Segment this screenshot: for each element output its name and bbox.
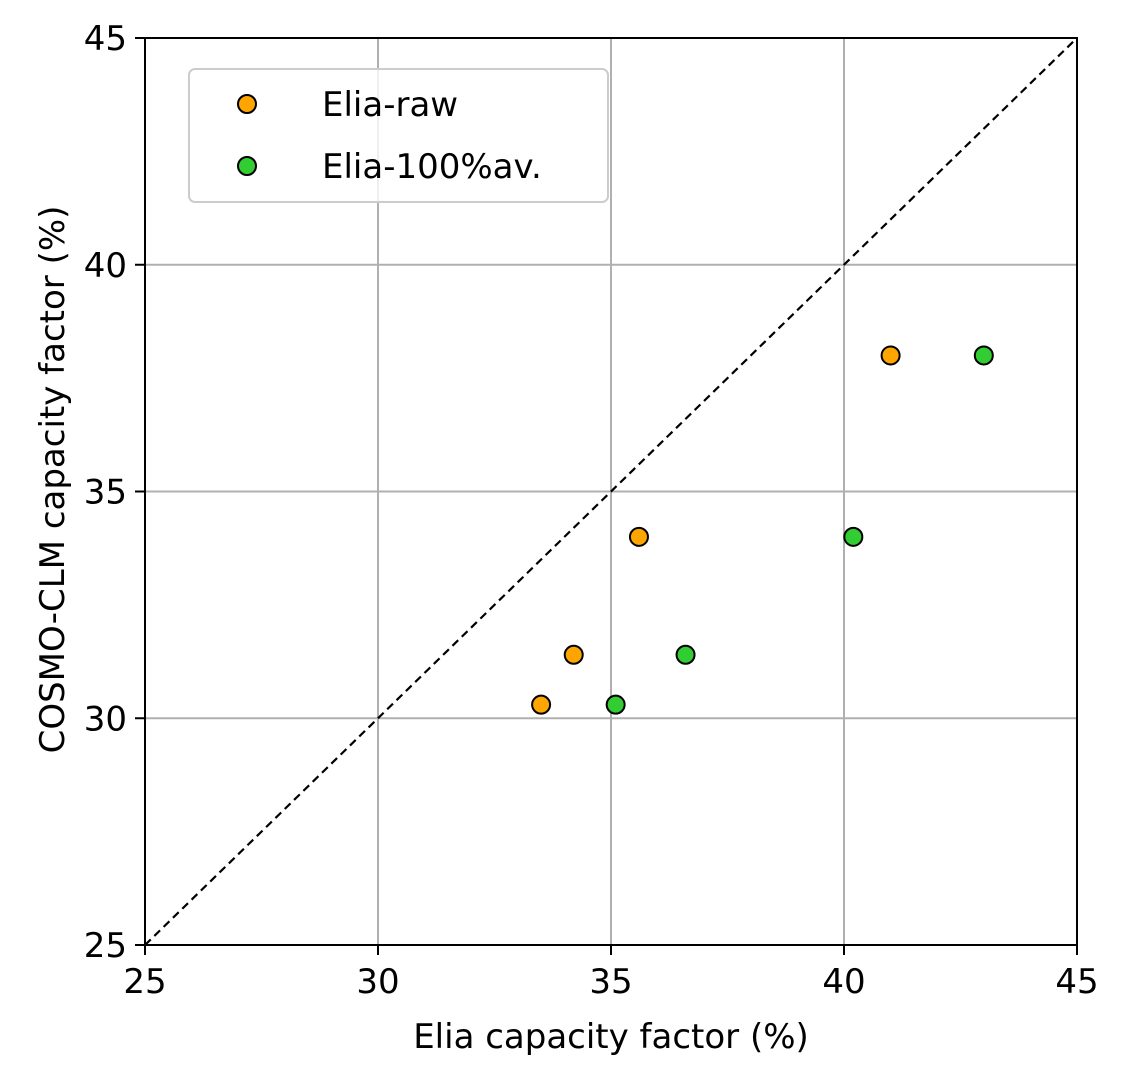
data-point-elia-100-av xyxy=(605,694,626,715)
y-tick-label: 40 xyxy=(84,246,127,286)
data-point-elia-raw xyxy=(563,644,584,665)
diagonal-reference-line xyxy=(144,37,1078,946)
x-tick-label: 30 xyxy=(356,962,399,1002)
data-point-elia-100-av xyxy=(843,526,864,547)
y-tick-label: 45 xyxy=(84,19,127,59)
data-point-elia-raw xyxy=(531,694,552,715)
data-point-elia-100-av xyxy=(675,644,696,665)
data-points xyxy=(531,345,994,715)
data-point-elia-100-av xyxy=(973,345,994,366)
data-point-elia-raw xyxy=(628,526,649,547)
legend-marker-elia-100-av xyxy=(237,156,257,176)
x-tick-label: 25 xyxy=(123,962,166,1002)
legend-marker-elia-raw xyxy=(237,94,257,114)
y-tick-label: 35 xyxy=(84,473,127,513)
legend: Elia-raw Elia-100%av. xyxy=(188,68,609,203)
x-tick-label: 35 xyxy=(589,962,632,1002)
y-axis-label: COSMO-CLM capacity factor (%) xyxy=(33,206,73,754)
axis-ticks: 25 30 35 40 45 25 30 35 40 45 xyxy=(84,19,1099,1002)
data-point-elia-raw xyxy=(880,345,901,366)
x-tick-label: 40 xyxy=(822,962,865,1002)
y-tick-label: 30 xyxy=(84,699,127,739)
legend-box xyxy=(188,68,609,203)
x-axis-label: Elia capacity factor (%) xyxy=(413,1017,809,1057)
y-tick-label: 25 xyxy=(84,926,127,966)
legend-label-elia-raw: Elia-raw xyxy=(322,85,458,125)
legend-label-elia-100-av: Elia-100%av. xyxy=(322,147,542,187)
x-tick-label: 45 xyxy=(1055,962,1098,1002)
